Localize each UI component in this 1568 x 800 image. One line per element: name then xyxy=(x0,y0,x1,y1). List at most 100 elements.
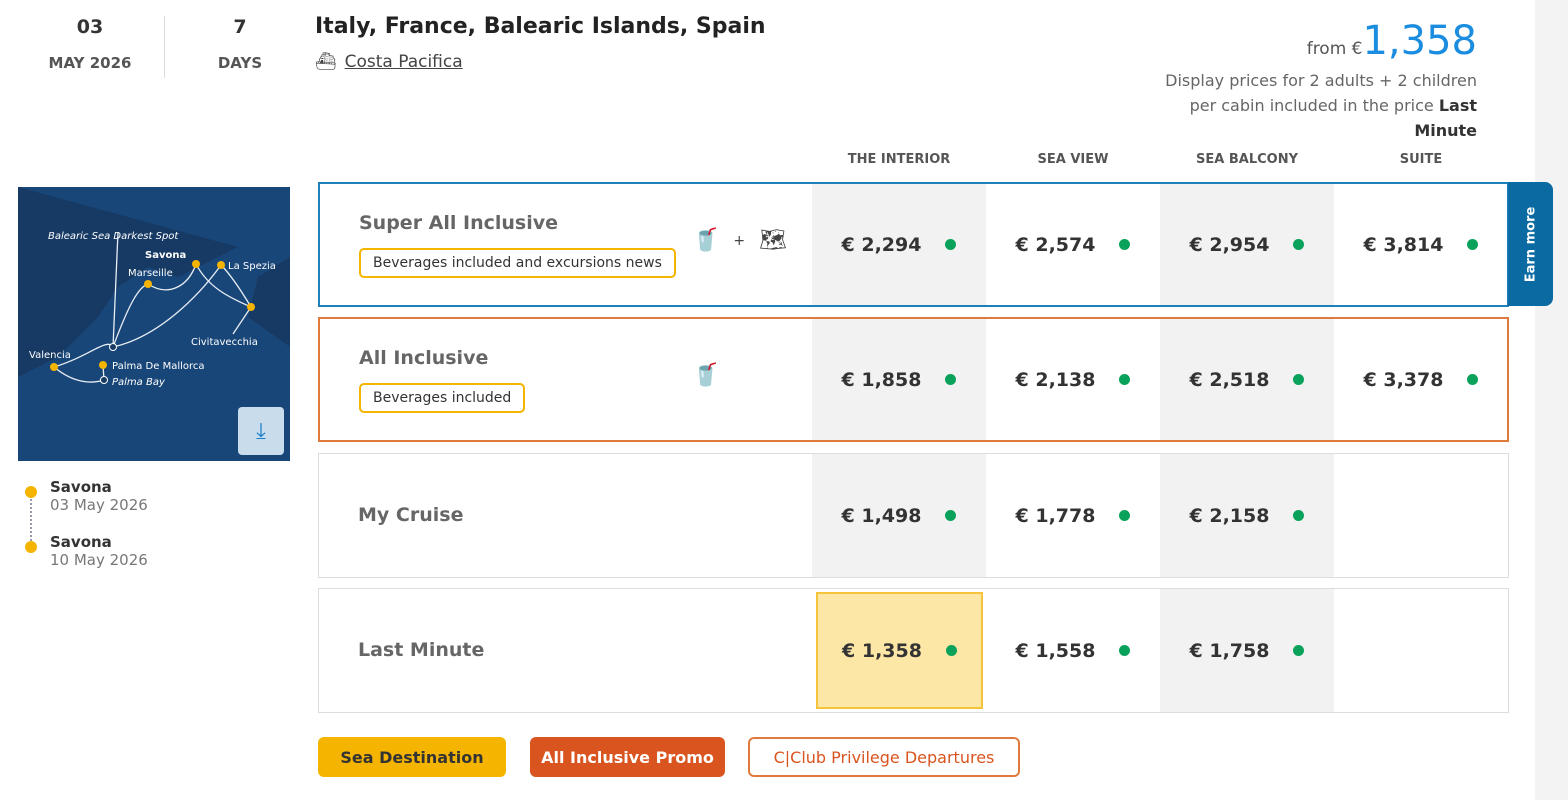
available-dot xyxy=(1119,645,1131,656)
available-dot xyxy=(945,510,957,521)
price-cell[interactable]: € 2,158 xyxy=(1160,454,1334,577)
available-dot xyxy=(1119,374,1131,385)
fare-name: My Cruise xyxy=(358,504,464,526)
map-icon: 🗺 xyxy=(759,228,788,253)
price-cell[interactable]: € 1,858 xyxy=(812,319,986,440)
from-price: from €1,358 xyxy=(1307,18,1477,64)
available-dot xyxy=(1293,239,1305,250)
col-sea-balcony: SEA BALCONY xyxy=(1196,152,1298,167)
price: € 2,954 xyxy=(1189,233,1270,256)
month-year: MAY 2026 xyxy=(48,54,132,72)
day: 03 xyxy=(76,16,104,38)
plus-icon: + xyxy=(733,232,746,249)
available-dot xyxy=(1119,510,1131,521)
beverage-icon: 🥤 xyxy=(692,228,720,253)
tag-all-inclusive-promo[interactable]: All Inclusive Promo xyxy=(530,737,725,777)
ship-icon: ⛴ xyxy=(315,52,337,72)
tag-cclub-privilege[interactable]: C|Club Privilege Departures xyxy=(748,737,1020,777)
fare-row-all-inclusive[interactable]: All Inclusive Beverages included 🥤 € 1,8… xyxy=(318,317,1509,442)
fare-name: All Inclusive xyxy=(359,347,489,369)
col-sea-view: SEA VIEW xyxy=(1037,152,1109,167)
fare-row-my-cruise[interactable]: My Cruise € 1,498 € 1,778 € 2,158 xyxy=(318,453,1509,578)
price-note-text: Display prices for 2 adults + 2 children… xyxy=(1165,71,1477,115)
price-cell[interactable]: € 2,574 xyxy=(986,184,1160,305)
map-label: Balearic Sea Darkest Spot xyxy=(48,231,179,242)
price-cell[interactable]: € 2,954 xyxy=(1160,184,1334,305)
price-note: Display prices for 2 adults + 2 children… xyxy=(1157,68,1477,143)
itinerary-stop: Savona 10 May 2026 xyxy=(50,533,148,569)
price: € 2,158 xyxy=(1189,504,1270,527)
price: € 2,138 xyxy=(1015,368,1096,391)
available-dot xyxy=(1467,239,1479,250)
from-label: from € xyxy=(1306,39,1363,59)
price-cell[interactable]: € 2,138 xyxy=(986,319,1160,440)
price-cell[interactable]: € 1,758 xyxy=(1160,589,1334,712)
map-label: Valencia xyxy=(29,350,71,361)
available-dot xyxy=(945,239,957,250)
fare-name: Last Minute xyxy=(358,639,485,661)
price: € 2,518 xyxy=(1189,368,1270,391)
price: € 1,858 xyxy=(841,368,922,391)
divider xyxy=(164,16,165,78)
fare-icons: 🥤 xyxy=(692,363,719,388)
price-cell[interactable]: € 1,498 xyxy=(812,454,986,577)
port-name: Savona xyxy=(50,533,112,551)
map-label: Civitavecchia xyxy=(191,337,258,348)
departure-date: 03 MAY 2026 xyxy=(20,16,160,72)
fare-badge: Beverages included xyxy=(359,383,526,413)
price-cell[interactable]: € 1,558 xyxy=(986,589,1160,712)
fare-icons: 🥤 + 🗺 xyxy=(692,228,787,253)
cruise-title: Italy, France, Balearic Islands, Spain xyxy=(315,14,766,39)
price: € 3,378 xyxy=(1363,368,1444,391)
fare-row-super-all-inclusive[interactable]: Super All Inclusive Beverages included a… xyxy=(318,182,1509,307)
available-dot xyxy=(1119,239,1131,250)
price: € 2,294 xyxy=(841,233,922,256)
available-dot xyxy=(945,645,957,656)
earn-more-tab[interactable]: Earn more xyxy=(1508,182,1553,306)
duration: 7 DAYS xyxy=(170,16,310,72)
ship-link[interactable]: ⛴ Costa Pacifica xyxy=(315,52,463,72)
map-label: La Spezia xyxy=(228,261,276,272)
port-name: Savona xyxy=(50,478,112,496)
tag-sea-destination[interactable]: Sea Destination xyxy=(318,737,506,777)
price-cell[interactable]: € 3,814 xyxy=(1334,184,1508,305)
price-note-bold: Last Minute xyxy=(1414,96,1477,140)
fare-name: Super All Inclusive xyxy=(359,212,559,234)
price: € 1,558 xyxy=(1015,639,1096,662)
port-date: 03 May 2026 xyxy=(50,496,148,514)
download-icon: ⤓ xyxy=(256,418,266,444)
days-label: DAYS xyxy=(217,54,263,72)
download-map-button[interactable]: ⤓ xyxy=(238,407,284,455)
available-dot xyxy=(1467,374,1479,385)
available-dot xyxy=(1293,510,1305,521)
ship-name[interactable]: Costa Pacifica xyxy=(344,52,463,72)
map-label: Palma De Mallorca xyxy=(112,361,205,372)
available-dot xyxy=(1293,374,1305,385)
price-cell[interactable]: € 2,294 xyxy=(812,184,986,305)
price-cell[interactable]: € 2,518 xyxy=(1160,319,1334,440)
col-suite: SUITE xyxy=(1399,152,1443,167)
beverage-icon: 🥤 xyxy=(692,363,720,388)
map-label: Savona xyxy=(145,250,186,261)
fare-row-last-minute[interactable]: Last Minute € 1,358 € 1,558 € 1,758 xyxy=(318,588,1509,713)
earn-more-label: Earn more xyxy=(1523,206,1538,282)
route-map[interactable]: Balearic Sea Darkest Spot Savona Marseil… xyxy=(18,187,290,461)
price-cell[interactable]: € 1,778 xyxy=(986,454,1160,577)
price-cell-selected[interactable]: € 1,358 xyxy=(816,592,983,709)
price: € 1,358 xyxy=(842,639,922,662)
port-dot xyxy=(25,486,37,498)
fare-badge: Beverages included and excursions news xyxy=(359,248,676,278)
price: € 1,498 xyxy=(841,504,922,527)
price: € 3,814 xyxy=(1363,233,1444,256)
price: € 1,778 xyxy=(1015,504,1096,527)
days-count: 7 xyxy=(233,16,247,38)
col-interior: THE INTERIOR xyxy=(847,152,951,167)
price-cell[interactable]: € 3,378 xyxy=(1334,319,1508,440)
itinerary-stop: Savona 03 May 2026 xyxy=(50,478,148,514)
port-date: 10 May 2026 xyxy=(50,551,148,569)
from-amount: 1,358 xyxy=(1362,18,1477,64)
itinerary-line xyxy=(30,496,32,544)
port-dot xyxy=(25,541,37,553)
available-dot xyxy=(945,374,957,385)
